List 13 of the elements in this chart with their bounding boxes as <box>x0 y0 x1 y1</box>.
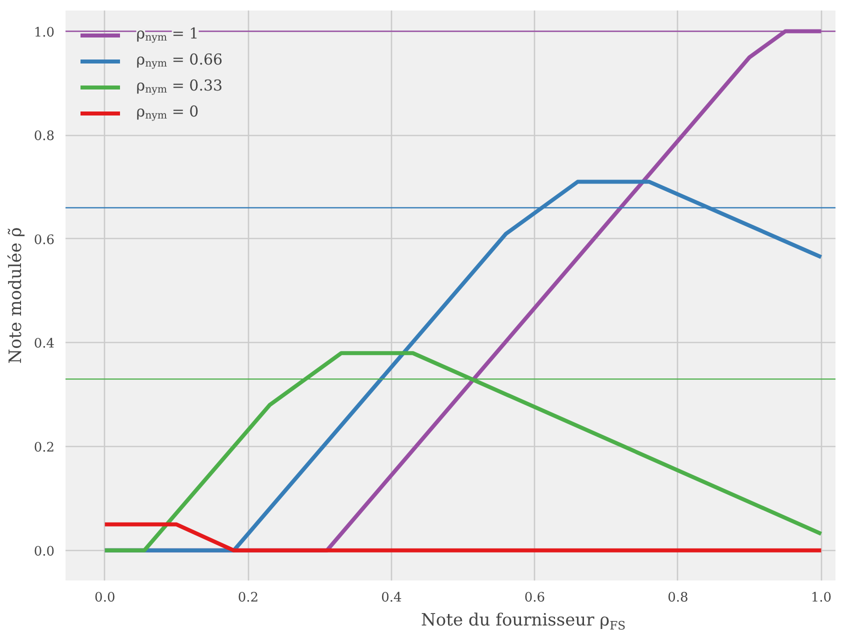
y-tick-label: 0.2 <box>34 440 55 456</box>
x-tick-label: 0.4 <box>381 590 402 606</box>
x-tick-label: 0.8 <box>668 590 688 606</box>
x-tick-label: 0.0 <box>94 590 116 606</box>
x-tick-label: 1.0 <box>810 590 832 606</box>
y-tick-label: 0.8 <box>34 129 55 144</box>
y-tick-label: 0.4 <box>34 336 55 352</box>
x-tick-label: 0.6 <box>524 590 546 606</box>
y-tick-label: 0.6 <box>34 232 55 248</box>
y-tick-label: 1.0 <box>34 25 55 40</box>
x-tick-label: 0.2 <box>238 590 258 606</box>
y-axis-title: Note modulée ρ̃ <box>6 227 26 364</box>
y-tick-label: 0.0 <box>34 544 55 560</box>
